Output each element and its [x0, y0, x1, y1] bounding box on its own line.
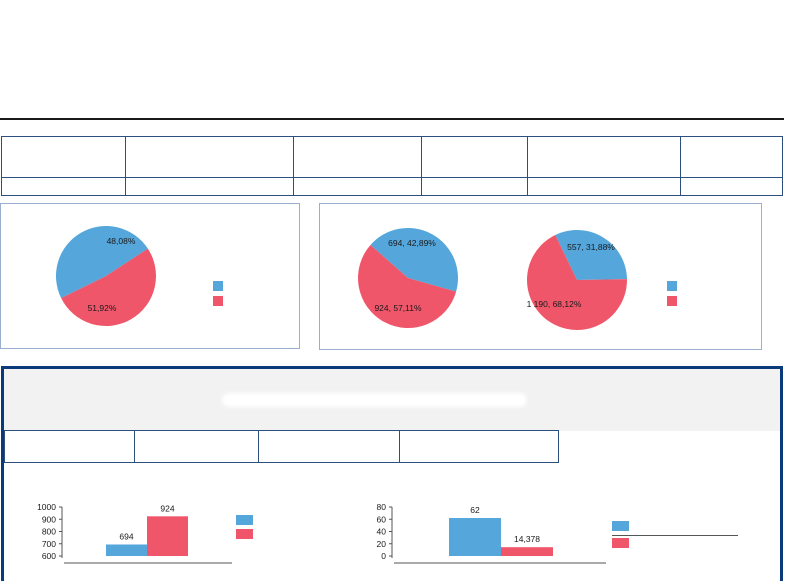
y-tick-label: 40 — [377, 527, 387, 537]
column-divider — [421, 137, 422, 195]
y-tick-label: 20 — [377, 539, 387, 549]
legend-swatch-blue — [667, 281, 677, 291]
bar — [106, 544, 147, 556]
bar — [449, 518, 501, 556]
legend-swatch-blue — [213, 281, 223, 291]
pie-data-label: 48,08% — [107, 236, 136, 246]
bar-value-label: 62 — [470, 505, 480, 515]
y-tick-label: 0 — [381, 551, 386, 561]
legend-swatch-red — [612, 538, 629, 548]
pie-slice — [370, 228, 458, 292]
summary-table — [1, 136, 783, 196]
bar — [147, 516, 188, 556]
legend-swatch-blue — [236, 515, 253, 525]
pie-slice — [527, 234, 628, 331]
y-tick-label: 700 — [42, 539, 56, 549]
pie-data-label: 694, 42,89% — [388, 238, 436, 248]
y-tick-label: 900 — [42, 514, 56, 524]
column-divider — [680, 137, 681, 195]
legend-swatch-blue — [612, 521, 629, 531]
header-divider — [0, 118, 784, 120]
y-tick-label: 600 — [42, 551, 56, 561]
pie-data-label: 51,92% — [88, 303, 117, 313]
pie-slice — [61, 248, 157, 327]
bar — [501, 547, 553, 556]
legend-swatch-red — [236, 529, 253, 539]
column-divider — [527, 137, 528, 195]
bar-value-label: 14,378 — [514, 534, 540, 544]
pie-slice — [56, 226, 148, 299]
legend-swatch-red — [213, 296, 223, 306]
section-title-blurred — [222, 393, 527, 407]
pie-data-label: 924, 57,11% — [374, 303, 422, 313]
pie-data-label: 1 190, 68,12% — [527, 299, 582, 309]
column-divider — [293, 137, 294, 195]
column-divider — [125, 137, 126, 195]
legend-swatch-red — [667, 296, 677, 306]
y-tick-label: 800 — [42, 527, 56, 537]
bar-value-label: 924 — [160, 503, 174, 513]
table-header-row — [2, 137, 782, 178]
detail-tabs — [4, 430, 559, 463]
y-tick-label: 1000 — [37, 502, 56, 512]
pie-slice — [555, 229, 627, 280]
tab-cell[interactable] — [258, 431, 400, 462]
pie-data-label: 557, 31,88% — [567, 242, 615, 252]
tab-cell[interactable] — [134, 431, 259, 462]
tab-cell[interactable] — [5, 431, 135, 462]
y-tick-label: 60 — [377, 514, 387, 524]
legend-divider — [612, 535, 738, 536]
y-tick-label: 80 — [377, 502, 387, 512]
pie-slice — [357, 244, 457, 329]
bar-value-label: 694 — [119, 531, 133, 541]
